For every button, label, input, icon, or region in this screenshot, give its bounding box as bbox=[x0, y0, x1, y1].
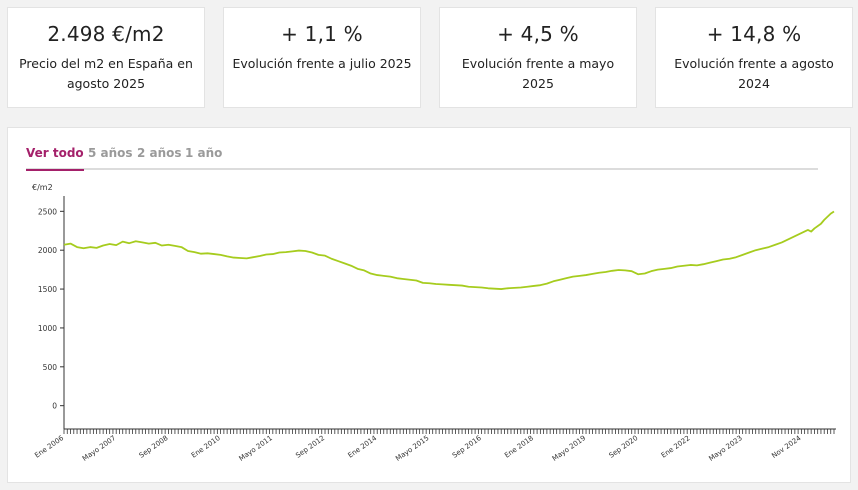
stat-card-quarter: + 4,5 % Evolución frente a mayo 2025 bbox=[439, 7, 637, 108]
chart-panel: Ver todo 5 años 2 años 1 año €/m2 0 500 100… bbox=[7, 127, 851, 483]
stat-label: Evolución frente a mayo 2025 bbox=[461, 56, 615, 91]
x-tick-label: Sep 2016 bbox=[451, 434, 483, 460]
x-tick-label: Ene 2014 bbox=[347, 434, 379, 460]
y-tick-label-1500: 1500 bbox=[38, 285, 57, 294]
y-tick-label-2000: 2000 bbox=[38, 246, 57, 255]
stat-card-month: + 1,1 % Evolución frente a julio 2025 bbox=[223, 7, 421, 108]
x-tick-label: Sep 2012 bbox=[294, 434, 326, 460]
tab-ver-todo[interactable]: Ver todo bbox=[26, 146, 84, 171]
y-tick-label-1000: 1000 bbox=[38, 324, 57, 333]
x-tick-label: Mayo 2011 bbox=[238, 434, 274, 463]
x-tick-label: Mayo 2007 bbox=[81, 434, 117, 463]
x-tick-label: Mayo 2019 bbox=[551, 434, 587, 463]
stat-label: Evolución frente a agosto 2024 bbox=[674, 56, 834, 91]
range-tabs: Ver todo 5 años 2 años 1 año bbox=[26, 146, 818, 171]
x-tick-label: Sep 2008 bbox=[138, 434, 170, 460]
x-tick-label: Ene 2018 bbox=[503, 434, 535, 460]
stat-value: + 4,5 % bbox=[497, 22, 579, 46]
stat-value: + 1,1 % bbox=[281, 22, 363, 46]
price-line-chart: €/m2 0 500 1000 1500 2000 2500 Ene 2006 Mayo 200… bbox=[32, 183, 836, 463]
x-tick-label: Nov 2024 bbox=[770, 434, 803, 460]
tab-5-anos[interactable]: 5 años bbox=[88, 146, 133, 160]
x-tick-label: Mayo 2023 bbox=[707, 434, 743, 463]
x-tick-label: Ene 2006 bbox=[33, 434, 65, 460]
stat-card-price: 2.498 €/m2 Precio del m2 en España en ag… bbox=[7, 7, 205, 108]
stat-value: 2.498 €/m2 bbox=[47, 22, 165, 46]
tab-1-ano[interactable]: 1 año bbox=[185, 146, 223, 160]
y-tick-label-0: 0 bbox=[52, 402, 57, 411]
x-tick-label: Ene 2010 bbox=[190, 434, 222, 460]
series-line-precio-m2 bbox=[63, 210, 835, 290]
x-tick-label: Sep 2020 bbox=[608, 434, 640, 460]
stat-label: Evolución frente a julio 2025 bbox=[232, 56, 412, 71]
stat-value: + 14,8 % bbox=[706, 22, 802, 46]
stat-label: Precio del m2 en España en agosto 2025 bbox=[19, 56, 193, 91]
y-axis-unit-label: €/m2 bbox=[32, 183, 53, 192]
stat-card-year: + 14,8 % Evolución frente a agosto 2024 bbox=[655, 7, 853, 108]
y-tick-label-2500: 2500 bbox=[38, 207, 57, 216]
x-tick-label: Mayo 2015 bbox=[394, 434, 430, 463]
y-tick-label-500: 500 bbox=[43, 363, 58, 372]
tab-2-anos[interactable]: 2 años bbox=[137, 146, 182, 160]
x-tick-label: Ene 2022 bbox=[660, 434, 692, 460]
